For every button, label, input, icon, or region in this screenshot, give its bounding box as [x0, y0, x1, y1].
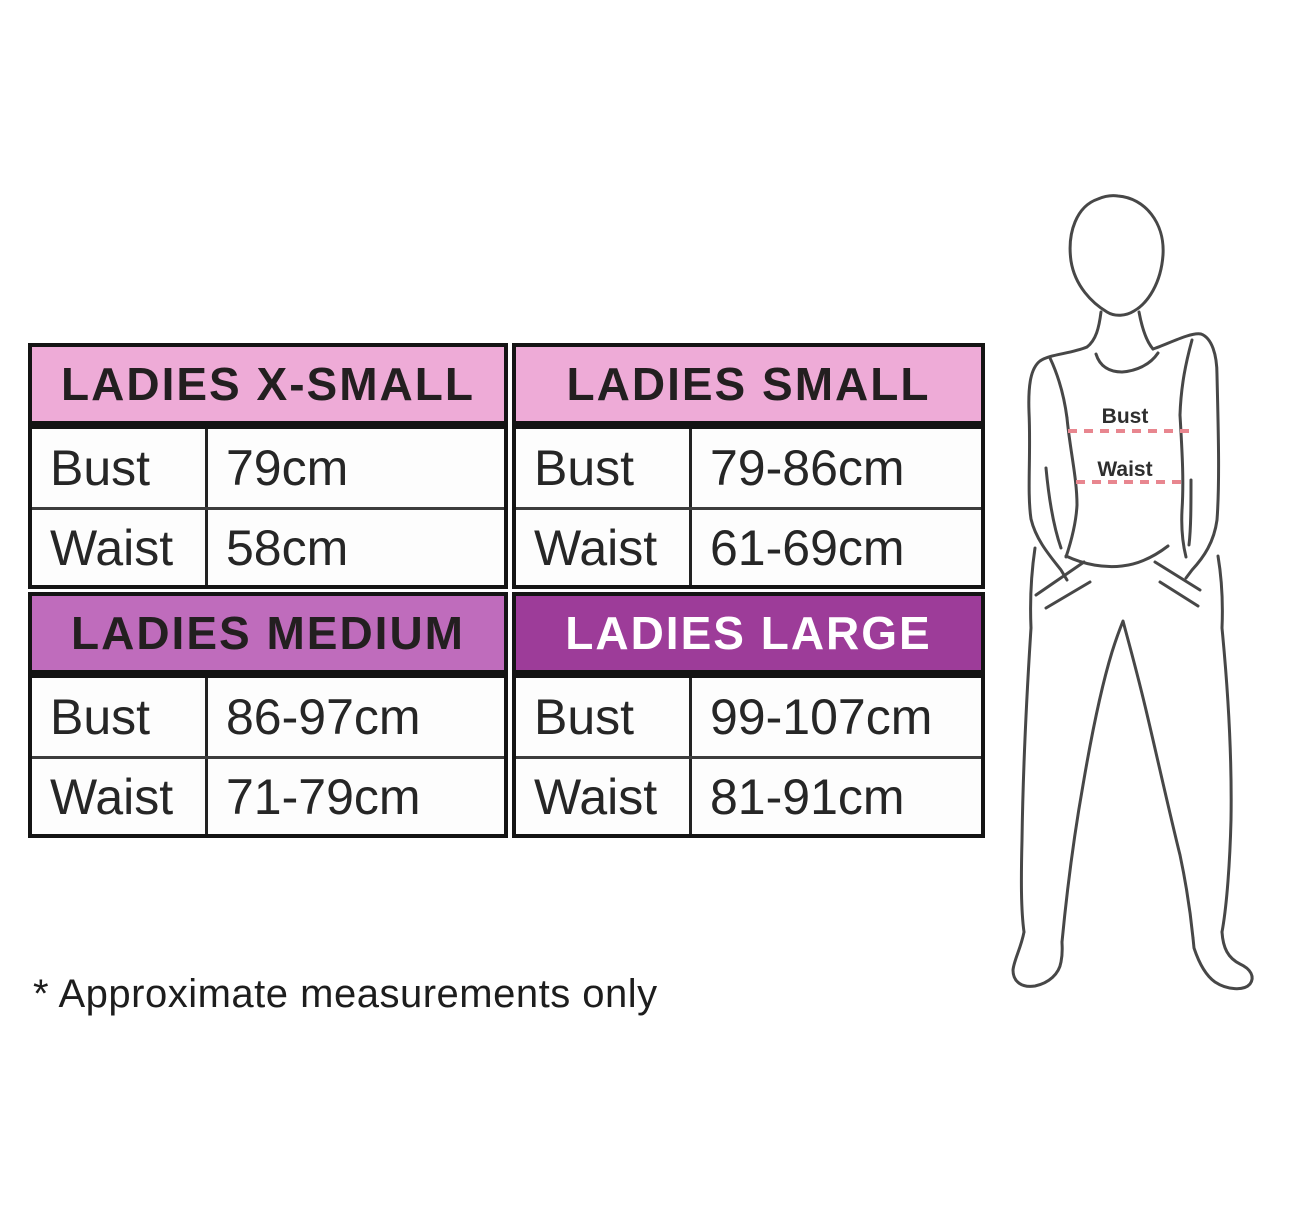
- figure-left-foot: [1011, 930, 1064, 988]
- row-value: 71-79cm: [208, 759, 504, 834]
- row-value: 79cm: [208, 429, 504, 507]
- size-table-header-small: LADIES SMALL: [512, 343, 985, 425]
- table-row: Bust 79-86cm: [516, 429, 981, 507]
- size-table-xsmall: LADIES X-SMALL Bust 79cm Waist 58cm: [28, 343, 508, 589]
- row-label: Bust: [516, 678, 692, 756]
- size-table-body-medium: Bust 86-97cm Waist 71-79cm: [28, 674, 508, 838]
- size-table-body-small: Bust 79-86cm Waist 61-69cm: [512, 425, 985, 589]
- bust-label: Bust: [1102, 405, 1149, 428]
- figure-right-pocket: [1158, 580, 1200, 608]
- row-value: 61-69cm: [692, 510, 981, 585]
- figure-armhole: [1048, 356, 1069, 420]
- row-label: Waist: [32, 759, 208, 834]
- table-row: Bust 79cm: [32, 429, 504, 507]
- figure-left-arm: [1027, 345, 1089, 582]
- table-row: Waist 81-91cm: [516, 756, 981, 834]
- figure-left-leg-outer: [1019, 546, 1037, 934]
- table-row: Bust 99-107cm: [516, 678, 981, 756]
- size-table-medium: LADIES MEDIUM Bust 86-97cm Waist 71-79cm: [28, 592, 508, 838]
- row-value: 58cm: [208, 510, 504, 585]
- figure-head: [1068, 194, 1165, 317]
- figure-right-pocket: [1153, 560, 1202, 592]
- size-table-header-xsmall: LADIES X-SMALL: [28, 343, 508, 425]
- row-value: 81-91cm: [692, 759, 981, 834]
- size-table-header-large: LADIES LARGE: [512, 592, 985, 674]
- size-table-small: LADIES SMALL Bust 79-86cm Waist 61-69cm: [512, 343, 985, 589]
- waist-label: Waist: [1097, 458, 1152, 481]
- row-label: Bust: [32, 429, 208, 507]
- figure-right-leg-outer: [1216, 554, 1233, 934]
- row-value: 79-86cm: [692, 429, 981, 507]
- table-row: Waist 58cm: [32, 507, 504, 585]
- table-row: Bust 86-97cm: [32, 678, 504, 756]
- row-label: Waist: [516, 759, 692, 834]
- figure-neck: [1085, 310, 1103, 349]
- row-label: Waist: [516, 510, 692, 585]
- figure-neck: [1137, 310, 1155, 351]
- row-label: Bust: [516, 429, 692, 507]
- size-table-large: LADIES LARGE Bust 99-107cm Waist 81-91cm: [512, 592, 985, 838]
- table-row: Waist 71-79cm: [32, 756, 504, 834]
- row-label: Waist: [32, 510, 208, 585]
- measurement-figure: Bust Waist: [1005, 180, 1290, 1010]
- figure-inner-arm: [1187, 478, 1193, 547]
- row-label: Bust: [32, 678, 208, 756]
- figure-inner-legs: [1060, 619, 1195, 944]
- figure-armhole: [1178, 338, 1194, 417]
- figure-right-foot: [1191, 930, 1254, 991]
- size-table-body-large: Bust 99-107cm Waist 81-91cm: [512, 674, 985, 838]
- table-row: Waist 61-69cm: [516, 507, 981, 585]
- figure-left-pocket: [1034, 560, 1086, 597]
- size-table-body-xsmall: Bust 79cm Waist 58cm: [28, 425, 508, 589]
- row-value: 99-107cm: [692, 678, 981, 756]
- size-chart-grid: LADIES X-SMALL Bust 79cm Waist 58cm LADI…: [28, 343, 985, 838]
- figure-left-pocket: [1044, 580, 1092, 610]
- figure-torso-right: [1178, 413, 1188, 559]
- figure-neckline: [1094, 351, 1160, 374]
- figure-right-arm: [1151, 332, 1221, 580]
- figure-inner-arm: [1044, 466, 1063, 550]
- row-value: 86-97cm: [208, 678, 504, 756]
- measurement-figure-svg: Bust Waist: [1011, 194, 1254, 991]
- approximate-measurements-note: * Approximate measurements only: [33, 972, 658, 1016]
- figure-torso-left: [1064, 416, 1079, 559]
- size-table-header-medium: LADIES MEDIUM: [28, 592, 508, 674]
